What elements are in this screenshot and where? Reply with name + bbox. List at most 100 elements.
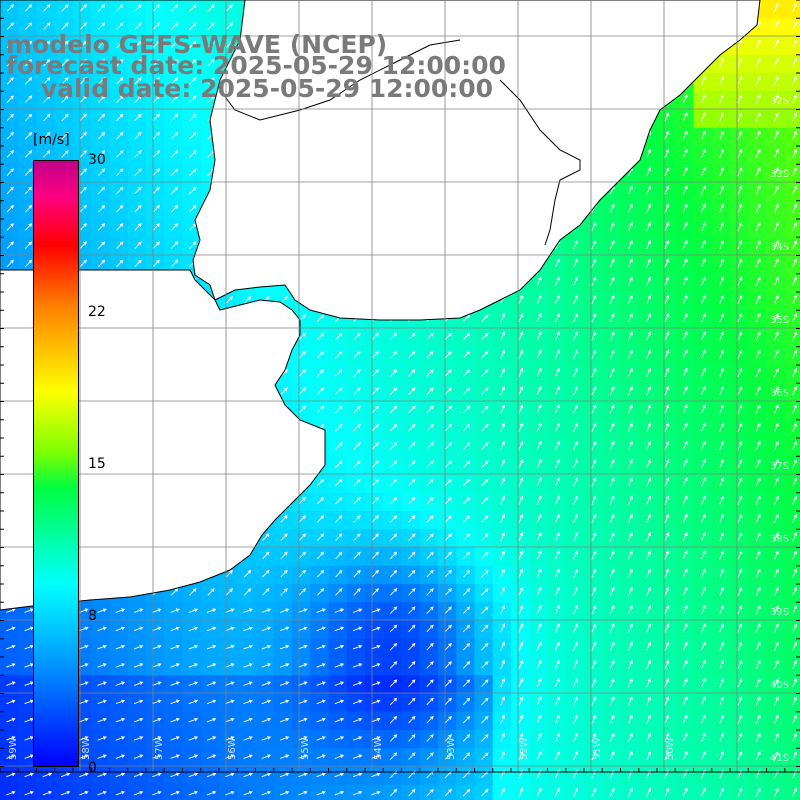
wind-arrow [225,4,233,12]
wind-cell [784,620,800,640]
wind-arrow [755,313,761,323]
wind-arrow [518,404,524,414]
wind-cell [219,784,238,800]
wind-arrow [773,367,779,378]
wind-arrow [426,697,434,706]
wind-arrow [116,150,124,158]
wind-arrow [609,732,615,743]
wind-arrow [243,699,253,705]
wind-arrow [591,550,597,560]
wind-arrow [334,608,345,613]
wind-arrow [6,113,14,122]
wind-arrow [24,77,33,85]
wind-cell [784,419,800,439]
wind-arrow [298,699,308,705]
wind-arrow [719,605,725,615]
wind-arrow [646,422,652,432]
wind-cell [784,200,800,220]
wind-arrow [225,699,235,705]
wind-arrow [481,679,489,687]
wind-arrow [573,605,579,615]
wind-arrow [225,663,235,668]
wind-arrow [773,696,779,706]
wind-arrow [170,223,179,231]
wind-arrow [462,588,471,596]
wind-arrow [664,349,670,359]
wind-arrow [627,477,633,487]
wind-arrow [664,751,670,761]
wind-arrow [225,40,233,49]
wind-cell [73,784,92,800]
wind-arrow [389,661,398,669]
colorbar-tick-30: 30 [88,152,106,168]
wind-arrow [189,113,197,122]
wind-arrow [79,754,89,759]
wind-arrow [352,663,363,668]
wind-arrow [609,240,615,250]
wind-arrow [792,367,798,378]
wind-arrow [664,659,670,670]
wind-arrow [280,569,288,578]
wind-arrow [6,77,14,85]
wind-cell [784,346,800,366]
wind-arrow [462,442,471,450]
wind-arrow [335,569,343,578]
wind-arrow [755,331,761,341]
wind-arrow [591,659,597,670]
wind-arrow [518,331,524,341]
wind-arrow [115,772,126,778]
wind-cell [784,273,800,293]
wind-arrow [591,276,597,286]
wind-arrow [536,477,542,487]
wind-arrow [152,58,160,67]
wind-arrow [371,423,379,432]
wind-arrow [170,204,179,213]
wind-arrow [116,113,124,122]
wind-arrow [243,588,252,596]
wind-arrow [755,240,761,250]
wind-arrow [792,696,798,706]
wind-arrow [189,22,197,30]
wind-arrow [170,4,179,12]
wind-arrow [664,459,670,469]
wind-arrow [188,608,199,613]
wind-arrow [24,204,33,213]
wind-cell [784,766,800,786]
wind-arrow [24,790,34,796]
wind-arrow [352,772,363,778]
wind-arrow [700,404,706,414]
wind-arrow [609,641,615,651]
wind-arrow [518,349,524,359]
wind-arrow [426,496,434,505]
wind-arrow [188,644,199,650]
wind-arrow [43,95,51,103]
wind-arrow [646,732,652,743]
wind-arrow [573,787,579,797]
wind-arrow [97,4,106,12]
wind-arrow [755,94,761,104]
wind-arrow [682,203,688,213]
wind-arrow [116,186,124,195]
wind-arrow [792,386,798,396]
wind-cell [784,784,800,800]
wind-cell [784,255,800,275]
lat-lon-grid [0,0,800,772]
wind-arrow [134,77,142,85]
wind-arrow [426,588,434,596]
wind-arrow [24,95,33,103]
wind-arrow [609,386,615,396]
wind-arrow [591,513,597,524]
wind-arrow [536,294,542,305]
wind-arrow [737,513,743,524]
wind-arrow [755,568,761,578]
wind-arrow [609,313,615,323]
wind-arrow [79,626,89,632]
wind-arrow [316,663,326,668]
wind-arrow [298,717,308,723]
wind-arrow [371,699,381,705]
latitude-label: 38S [770,534,789,545]
wind-arrow [792,75,798,86]
wind-arrow [334,681,345,686]
wind-arrow [188,626,199,632]
wind-arrow [152,663,162,668]
